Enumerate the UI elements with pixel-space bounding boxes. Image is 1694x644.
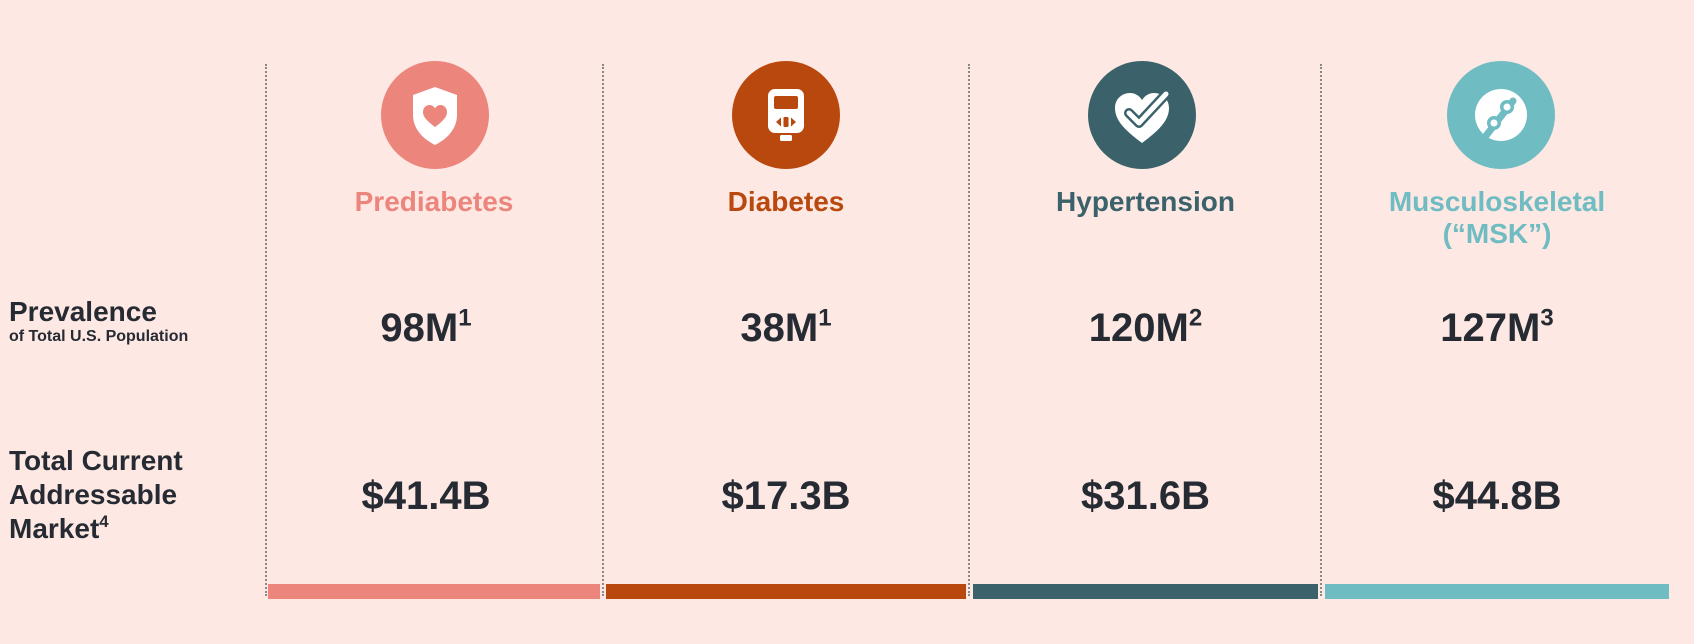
musculoskeletal-title: Musculoskeletal (“MSK”) [1325,186,1669,250]
musculoskeletal-color-bar [1325,584,1669,599]
tam-label-line1: Total Current [9,445,183,476]
prediabetes-icon-circle [381,61,489,169]
prediabetes-title-line1: Prediabetes [354,186,514,217]
hypertension-color-bar [973,584,1318,599]
hypertension-title-line1: Hypertension [1056,186,1235,217]
prediabetes-tam: $41.4B [361,474,491,518]
glucose-meter-icon [768,89,804,141]
tam-label-line3-text: Market [9,513,100,544]
musculoskeletal-title-line1: Musculoskeletal [1388,186,1606,217]
diabetes-tam: $17.3B [721,474,851,518]
column-musculoskeletal: Musculoskeletal (“MSK”) 127M3 $44.8B [1325,0,1669,644]
prevalence-label-main: Prevalence [9,296,157,327]
hypertension-tam: $31.6B [1081,474,1210,518]
column-prediabetes: Prediabetes 98M1 $41.4B [268,0,600,644]
hypertension-title: Hypertension [973,186,1318,218]
diabetes-prevalence: 38M1 [606,305,966,351]
column-diabetes: Diabetes 38M1 $17.3B [606,0,966,644]
column-divider [968,64,970,596]
hypertension-prevalence: 120M2 [973,305,1318,351]
musculoskeletal-prevalence-footnote: 3 [1540,304,1554,332]
bone-joint-icon [1475,89,1527,141]
musculoskeletal-prevalence: 127M3 [1325,305,1669,351]
diabetes-title: Diabetes [606,186,966,218]
heart-check-icon [1115,89,1171,143]
hypertension-icon-circle [1088,61,1196,169]
hypertension-prevalence-footnote: 2 [1188,304,1203,332]
prevalence-label: Prevalence of Total U.S. Population [9,296,188,346]
prediabetes-prevalence: 98M1 [260,305,592,351]
diabetes-color-bar [606,584,966,599]
diabetes-title-line1: Diabetes [727,186,845,217]
shield-heart-icon [413,87,457,145]
column-hypertension: Hypertension 120M2 $31.6B [973,0,1318,644]
prediabetes-prevalence-footnote: 1 [458,304,472,332]
diabetes-prevalence-value: 38M [740,306,819,350]
column-divider [602,64,604,596]
diabetes-icon-circle [732,61,840,169]
tam-label-line2: Addressable [9,479,178,510]
musculoskeletal-title-line2: (“MSK”) [1442,218,1552,249]
prediabetes-color-bar [268,584,600,599]
hypertension-prevalence-value: 120M [1088,306,1189,350]
tam-label: Total Current Addressable Market4 [9,444,183,546]
musculoskeletal-prevalence-value: 127M [1440,306,1541,350]
column-divider [265,64,267,596]
tam-label-footnote: 4 [99,512,109,532]
diabetes-prevalence-footnote: 1 [818,304,832,332]
musculoskeletal-icon-circle [1447,61,1555,169]
musculoskeletal-tam: $44.8B [1432,474,1562,518]
column-divider [1320,64,1322,596]
prediabetes-title: Prediabetes [268,186,600,218]
tam-label-line3: Market4 [9,512,183,546]
prediabetes-prevalence-value: 98M [380,306,459,350]
prevalence-label-sub: of Total U.S. Population [9,328,189,345]
